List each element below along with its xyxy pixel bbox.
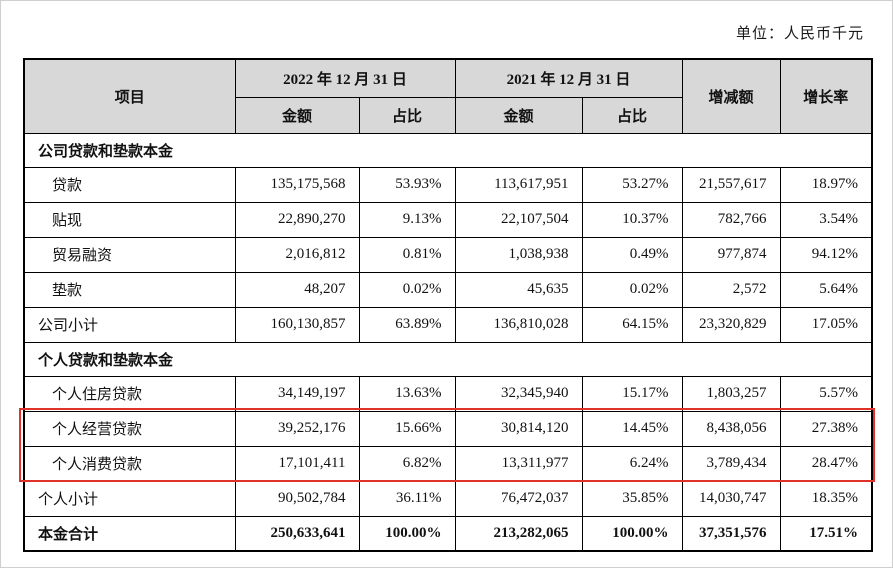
col-header-date-2022: 2022 年 12 月 31 日	[234, 58, 456, 98]
cell-ratio-2021: 64.15%	[581, 306, 683, 343]
cell-change: 2,572	[681, 271, 781, 308]
cell-ratio-2021: 6.24%	[581, 445, 683, 482]
cell-change: 23,320,829	[681, 306, 781, 343]
cell-ratio-2022: 6.82%	[358, 445, 456, 482]
table-row-loans: 贷款 135,175,568 53.93% 113,617,951 53.27%…	[23, 166, 873, 203]
cell-ratio-2021: 15.17%	[581, 375, 683, 412]
header-row-subcolumns: 金额 占比 金额 占比	[24, 96, 872, 134]
table-row-trade-finance: 贸易融资 2,016,812 0.81% 1,038,938 0.49% 977…	[23, 236, 873, 273]
cell-amount-2022: 48,207	[234, 271, 360, 308]
cell-growth: 5.57%	[779, 375, 873, 412]
cell-change: 3,789,434	[681, 445, 781, 482]
cell-amount-2021: 76,472,037	[454, 480, 583, 517]
cell-ratio-2021: 35.85%	[581, 480, 683, 517]
table-row-total: 本金合计 250,633,641 100.00% 213,282,065 100…	[23, 515, 873, 552]
cell-item: 公司小计	[23, 306, 236, 343]
section-label: 个人贷款和垫款本金	[23, 341, 873, 377]
cell-growth: 5.64%	[779, 271, 873, 308]
col-header-item: 项目	[23, 58, 236, 134]
cell-change: 977,874	[681, 236, 781, 273]
cell-ratio-2022: 100.00%	[358, 515, 456, 552]
table-row-personal-housing: 个人住房贷款 34,149,197 13.63% 32,345,940 15.1…	[23, 375, 873, 412]
cell-change: 1,803,257	[681, 375, 781, 412]
cell-amount-2022: 2,016,812	[234, 236, 360, 273]
cell-item: 个人消费贷款	[23, 445, 236, 482]
cell-amount-2022: 90,502,784	[234, 480, 360, 517]
table-row-discounts: 贴现 22,890,270 9.13% 22,107,504 10.37% 78…	[23, 201, 873, 238]
cell-item: 个人经营贷款	[23, 410, 236, 447]
table-row-personal-business: 个人经营贷款 39,252,176 15.66% 30,814,120 14.4…	[23, 410, 873, 447]
cell-amount-2021: 1,038,938	[454, 236, 583, 273]
cell-change: 21,557,617	[681, 166, 781, 203]
cell-growth: 18.97%	[779, 166, 873, 203]
cell-ratio-2022: 15.66%	[358, 410, 456, 447]
cell-amount-2022: 250,633,641	[234, 515, 360, 552]
col-header-amount-2022: 金额	[234, 96, 360, 134]
section-row-corporate: 公司贷款和垫款本金	[23, 132, 873, 168]
table-row-corporate-subtotal: 公司小计 160,130,857 63.89% 136,810,028 64.1…	[23, 306, 873, 343]
header-row-groups: 项目 2022 年 12 月 31 日 2021 年 12 月 31 日 增减额…	[23, 58, 873, 134]
unit-label: 单位：人民币千元	[735, 26, 864, 42]
cell-amount-2022: 39,252,176	[234, 410, 360, 447]
col-header-growth: 增长率	[779, 58, 873, 134]
cell-change: 14,030,747	[681, 480, 781, 517]
cell-change: 37,351,576	[681, 515, 781, 552]
cell-amount-2021: 30,814,120	[454, 410, 583, 447]
cell-item: 贴现	[23, 201, 236, 238]
cell-amount-2021: 213,282,065	[454, 515, 583, 552]
col-header-date-2021: 2021 年 12 月 31 日	[454, 58, 683, 98]
cell-change: 8,438,056	[681, 410, 781, 447]
cell-growth: 18.35%	[779, 480, 873, 517]
loan-table-container: 项目 2022 年 12 月 31 日 2021 年 12 月 31 日 增减额…	[19, 58, 875, 552]
table-row-personal-consumption: 个人消费贷款 17,101,411 6.82% 13,311,977 6.24%…	[23, 445, 873, 482]
cell-ratio-2021: 0.49%	[581, 236, 683, 273]
section-label: 公司贷款和垫款本金	[23, 132, 873, 168]
cell-amount-2022: 22,890,270	[234, 201, 360, 238]
col-header-amount-2021: 金额	[454, 96, 583, 134]
cell-amount-2022: 34,149,197	[234, 375, 360, 412]
section-row-personal: 个人贷款和垫款本金	[23, 341, 873, 377]
cell-ratio-2022: 36.11%	[358, 480, 456, 517]
cell-growth: 27.38%	[779, 410, 873, 447]
cell-item: 本金合计	[23, 515, 236, 552]
table-row-personal-subtotal: 个人小计 90,502,784 36.11% 76,472,037 35.85%…	[23, 480, 873, 517]
cell-item: 个人住房贷款	[23, 375, 236, 412]
cell-growth: 3.54%	[779, 201, 873, 238]
cell-item: 贸易融资	[23, 236, 236, 273]
cell-growth: 94.12%	[779, 236, 873, 273]
cell-item: 个人小计	[23, 480, 236, 517]
cell-amount-2022: 160,130,857	[234, 306, 360, 343]
cell-ratio-2021: 53.27%	[581, 166, 683, 203]
cell-ratio-2021: 0.02%	[581, 271, 683, 308]
cell-growth: 17.51%	[779, 515, 873, 552]
cell-ratio-2022: 9.13%	[358, 201, 456, 238]
cell-amount-2022: 135,175,568	[234, 166, 360, 203]
cell-amount-2021: 136,810,028	[454, 306, 583, 343]
cell-ratio-2022: 13.63%	[358, 375, 456, 412]
cell-amount-2021: 45,635	[454, 271, 583, 308]
cell-growth: 17.05%	[779, 306, 873, 343]
col-header-ratio-2022: 占比	[358, 96, 456, 134]
cell-change: 782,766	[681, 201, 781, 238]
cell-amount-2022: 17,101,411	[234, 445, 360, 482]
cell-ratio-2022: 53.93%	[358, 166, 456, 203]
table-row-advances: 垫款 48,207 0.02% 45,635 0.02% 2,572 5.64%	[23, 271, 873, 308]
cell-ratio-2021: 100.00%	[581, 515, 683, 552]
cell-amount-2021: 113,617,951	[454, 166, 583, 203]
cell-ratio-2022: 63.89%	[358, 306, 456, 343]
cell-amount-2021: 13,311,977	[454, 445, 583, 482]
cell-amount-2021: 22,107,504	[454, 201, 583, 238]
loan-table: 项目 2022 年 12 月 31 日 2021 年 12 月 31 日 增减额…	[23, 58, 874, 552]
cell-item: 贷款	[23, 166, 236, 203]
col-header-ratio-2021: 占比	[581, 96, 683, 134]
cell-ratio-2021: 10.37%	[581, 201, 683, 238]
cell-amount-2021: 32,345,940	[454, 375, 583, 412]
col-header-change: 增减额	[681, 58, 781, 134]
cell-ratio-2022: 0.81%	[358, 236, 456, 273]
cell-item: 垫款	[23, 271, 236, 308]
cell-ratio-2022: 0.02%	[358, 271, 456, 308]
cell-ratio-2021: 14.45%	[581, 410, 683, 447]
cell-growth: 28.47%	[779, 445, 873, 482]
